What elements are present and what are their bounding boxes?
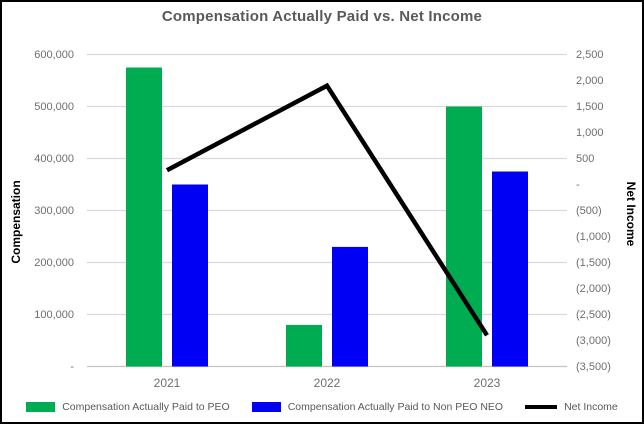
right-axis-tick: (1,500) — [576, 256, 611, 269]
left-axis-tick: 400,000 — [34, 152, 74, 165]
legend-item-peo: Compensation Actually Paid to PEO — [26, 401, 230, 413]
left-axis-tick: - — [70, 360, 74, 373]
net-income-line-swatch — [525, 405, 558, 409]
legend-item-non-peo: Compensation Actually Paid to Non PEO NE… — [251, 401, 504, 413]
legend-label-net-income: Net Income — [564, 401, 618, 413]
right-axis-tick: (3,500) — [576, 360, 611, 373]
left-axis-tick: 300,000 — [34, 204, 74, 217]
legend-item-net-income: Net Income — [525, 401, 618, 413]
peo-bar-2021 — [126, 67, 162, 367]
peo-bar-2022 — [286, 324, 322, 367]
right-axis-tick: 1,000 — [576, 126, 604, 139]
right-axis-tick: (2,000) — [576, 282, 611, 295]
right-axis-tick: (1,000) — [576, 230, 611, 243]
non-peo-bar-swatch — [251, 402, 281, 412]
category-label-2023: 2023 — [473, 376, 501, 390]
peo-bar-swatch — [26, 402, 56, 412]
category-label-2022: 2022 — [313, 376, 341, 390]
non-peo-bar-2022 — [332, 246, 368, 367]
right-axis-tick: 2,000 — [576, 74, 604, 87]
left-axis-tick: 200,000 — [34, 256, 74, 269]
right-axis-tick: 500 — [576, 152, 595, 165]
left-axis-tick: 600,000 — [34, 48, 74, 61]
legend: Compensation Actually Paid to PEO Compen… — [2, 401, 642, 413]
right-axis-tick: - — [576, 178, 580, 191]
non-peo-bar-2021 — [172, 184, 208, 367]
right-axis-tick: (3,000) — [576, 334, 611, 347]
left-axis-tick: 500,000 — [34, 100, 74, 113]
legend-label-non-peo: Compensation Actually Paid to Non PEO NE… — [287, 401, 504, 413]
category-label-2021: 2021 — [153, 376, 181, 390]
chart-title: Compensation Actually Paid vs. Net Incom… — [161, 8, 483, 25]
right-axis-tick: 2,500 — [576, 48, 604, 61]
right-axis-tick: 1,500 — [576, 100, 604, 113]
right-axis-tick: (500) — [576, 204, 602, 217]
net-income-line — [165, 82, 489, 337]
legend-label-peo: Compensation Actually Paid to PEO — [62, 401, 230, 413]
non-peo-bar-2023 — [492, 171, 528, 367]
left-axis-tick: 100,000 — [34, 308, 74, 321]
right-axis-tick: (2,500) — [576, 308, 611, 321]
peo-bar-2023 — [446, 106, 482, 367]
